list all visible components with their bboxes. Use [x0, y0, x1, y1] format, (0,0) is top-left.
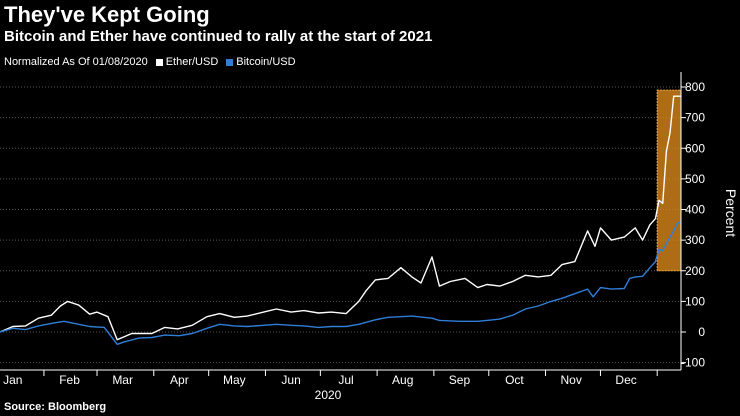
y-tick-label: 400: [685, 203, 705, 217]
x-tick-label-jan: Jan: [3, 373, 22, 387]
x-tick-label-nov: Nov: [560, 373, 581, 387]
x-axis-year-label: 2020: [315, 388, 342, 402]
x-tick-label-sep: Sep: [449, 373, 471, 387]
legend-label-bitcoin: Bitcoin/USD: [236, 56, 296, 68]
legend-item-bitcoin[interactable]: Bitcoin/USD: [226, 56, 296, 68]
y-tick-label: 800: [685, 80, 705, 94]
legend-item-ether[interactable]: Ether/USD: [155, 56, 219, 68]
x-tick-label-oct: Oct: [505, 373, 524, 387]
y-tick-label: 500: [685, 172, 705, 186]
y-tick-label: 700: [685, 111, 705, 125]
legend-note-text: Normalized As Of 01/08/2020: [4, 56, 148, 68]
y-tick-label: -100: [681, 356, 705, 370]
y-axis-label: Percent: [723, 189, 739, 237]
chart-title: They've Kept Going: [4, 2, 210, 27]
legend: Normalized As Of 01/08/2020 Ether/USD Bi…: [4, 56, 304, 68]
series-line-bitcoin: [0, 221, 682, 345]
highlight-box: [656, 89, 682, 272]
legend-swatch-bitcoin: [226, 58, 234, 66]
chart-subtitle: Bitcoin and Ether have continued to rall…: [4, 28, 433, 45]
legend-label-ether: Ether/USD: [165, 56, 219, 68]
legend-note: Normalized As Of 01/08/2020: [4, 56, 148, 68]
x-tick-label-apr: Apr: [170, 373, 189, 387]
x-tick-label-may: May: [223, 373, 246, 387]
source-note: Source: Bloomberg: [4, 401, 107, 413]
y-tick-label: 300: [685, 233, 705, 247]
y-tick-label: 600: [685, 141, 705, 155]
x-tick-label-mar: Mar: [112, 373, 133, 387]
x-tick-label-feb: Feb: [59, 373, 80, 387]
x-tick-label-aug: Aug: [392, 373, 413, 387]
x-tick-label-jul: Jul: [338, 373, 353, 387]
series-line-ether: [0, 95, 681, 341]
y-tick-label: 100: [685, 294, 705, 308]
x-tick-label-dec: Dec: [615, 373, 636, 387]
x-tick-label-jun: Jun: [281, 373, 300, 387]
y-tick-label: 200: [685, 264, 705, 278]
legend-swatch-ether: [155, 58, 163, 66]
y-tick-label: 0: [698, 325, 705, 339]
